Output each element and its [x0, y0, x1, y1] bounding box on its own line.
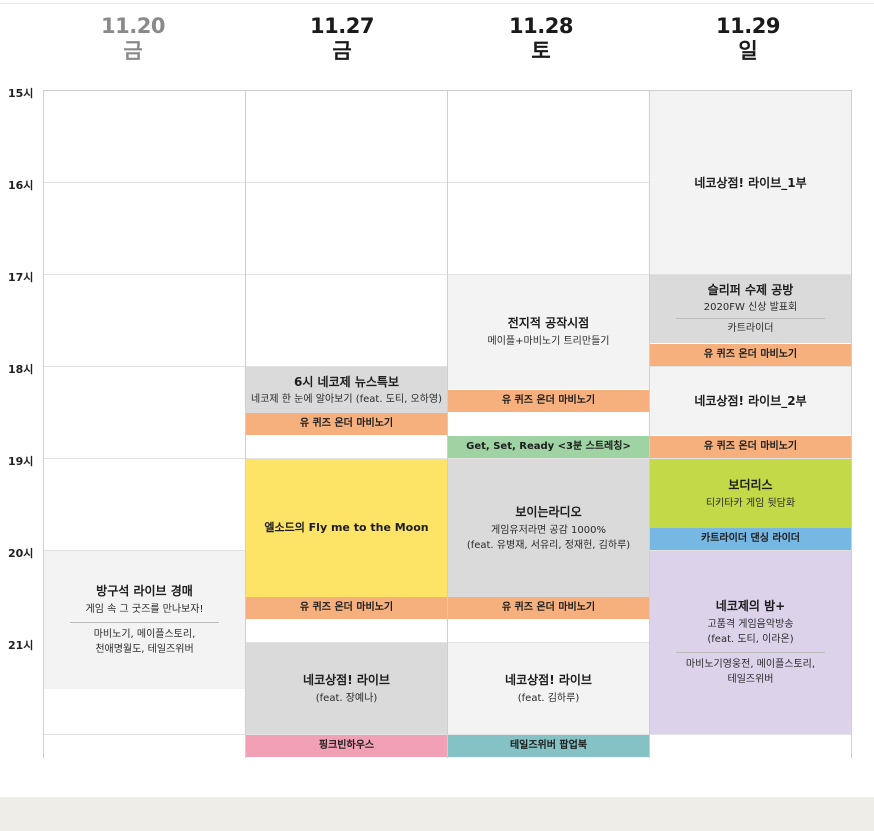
- event-title: 네코제의 밤+: [715, 599, 786, 613]
- day-header-1120[interactable]: 11.20 금: [33, 14, 233, 64]
- grid-column-line: [43, 90, 44, 758]
- event-subtitle: 티키타카 게임 뒷담화: [705, 497, 796, 509]
- event-games: 마비노기, 메이플스토리,: [93, 629, 196, 640]
- event-divider: [676, 652, 825, 653]
- event-title: 테일즈위버 팝업북: [509, 740, 588, 751]
- day-date: 11.28: [509, 14, 573, 38]
- event-title: 방구석 라이브 경매: [96, 584, 193, 598]
- hour-label-16: 16시: [8, 179, 34, 192]
- day-date: 11.29: [716, 14, 780, 38]
- day-date: 11.27: [310, 14, 374, 38]
- hour-label-18: 18시: [8, 363, 34, 376]
- day-weekday: 금: [332, 39, 352, 63]
- event-subtitle: (feat. 장예나): [315, 692, 378, 704]
- day-weekday: 토: [531, 39, 551, 63]
- event-neko-shop-live-1[interactable]: 네코상점! 라이브_1부: [650, 91, 851, 274]
- event-subtitle: 메이플+마비노기 트리만들기: [487, 336, 610, 347]
- grid-column-line: [649, 90, 650, 758]
- hour-label-15: 15시: [8, 87, 34, 100]
- event-title: 카트라이더 댄싱 라이더: [701, 533, 800, 544]
- top-divider: [0, 3, 874, 4]
- event-game: 카트라이더: [727, 323, 774, 334]
- event-divider: [70, 622, 219, 623]
- event-games: 마비노기영웅전, 메이플스토리,: [685, 659, 816, 670]
- event-title: 유 퀴즈 온더 마비노기: [703, 441, 798, 452]
- event-quiz-mabinogi[interactable]: 유 퀴즈 온더 마비노기: [650, 436, 851, 458]
- event-craft-view[interactable]: 전지적 공작시점 메이플+마비노기 트리만들기: [448, 275, 649, 389]
- event-guests: (feat. 도티, 이라온): [707, 634, 794, 645]
- event-title: 유 퀴즈 온더 마비노기: [299, 602, 394, 613]
- event-title: 엘소드의 Fly me to the Moon: [264, 521, 429, 534]
- event-title: 6시 네코제 뉴스특보: [293, 374, 400, 389]
- event-games: 테일즈위버: [727, 674, 774, 685]
- event-games: 천애명월도, 테일즈위버: [95, 644, 194, 655]
- event-title: 핑크빈하우스: [318, 740, 375, 751]
- event-title: 유 퀴즈 온더 마비노기: [299, 418, 394, 429]
- event-talesweaver-popup[interactable]: 테일즈위버 팝업북: [448, 735, 649, 757]
- event-title: 유 퀴즈 온더 마비노기: [703, 349, 798, 360]
- event-neko-night[interactable]: 네코제의 밤+ 고품격 게임음악방송 (feat. 도티, 이라온) 마비노기영…: [650, 551, 851, 734]
- day-header-1127[interactable]: 11.27 금: [242, 14, 442, 64]
- event-visible-radio[interactable]: 보이는라디오 게임유저라면 공감 1000% (feat. 유병재, 서유리, …: [448, 459, 649, 597]
- event-guests: (feat. 유병재, 서유리, 정재헌, 김하루): [466, 539, 631, 551]
- event-subtitle: 네코제 한 눈에 알아보기 (feat. 도티, 오하영): [251, 393, 442, 405]
- day-date: 11.20: [101, 14, 165, 38]
- event-title: 보더리스: [728, 477, 773, 492]
- grid-column-line: [851, 90, 852, 758]
- event-subtitle: 게임유저라면 공감 1000%: [491, 524, 606, 536]
- event-subtitle: 게임 속 그 굿즈를 만나보자!: [85, 604, 204, 615]
- day-header-1129[interactable]: 11.29 일: [648, 14, 848, 64]
- grid-column-line: [447, 90, 448, 758]
- event-title: 슬리퍼 수제 공방: [707, 283, 794, 297]
- event-quiz-mabinogi[interactable]: 유 퀴즈 온더 마비노기: [448, 390, 649, 412]
- event-title: 네코상점! 라이브: [505, 672, 592, 687]
- event-subtitle: (feat. 김하루): [517, 692, 580, 704]
- event-title: 전지적 공작시점: [507, 316, 590, 330]
- bottom-band: [0, 797, 874, 831]
- event-title: 네코상점! 라이브_2부: [694, 394, 807, 408]
- event-live-auction[interactable]: 방구석 라이브 경매 게임 속 그 굿즈를 만나보자! 마비노기, 메이플스토리…: [44, 551, 245, 689]
- event-title: Get, Set, Ready <3분 스트레칭>: [466, 441, 631, 452]
- event-quiz-mabinogi[interactable]: 유 퀴즈 온더 마비노기: [246, 597, 447, 619]
- event-neko-shop-live-2[interactable]: 네코상점! 라이브_2부: [650, 367, 851, 435]
- day-weekday: 금: [123, 39, 143, 63]
- hour-label-19: 19시: [8, 455, 34, 468]
- hour-label-17: 17시: [8, 271, 34, 284]
- event-title: 네코상점! 라이브_1부: [694, 175, 807, 190]
- event-stretching[interactable]: Get, Set, Ready <3분 스트레칭>: [448, 436, 649, 458]
- event-slipper-workshop[interactable]: 슬리퍼 수제 공방 2020FW 신상 발표회 카트라이더: [650, 275, 851, 343]
- event-news-special[interactable]: 6시 네코제 뉴스특보 네코제 한 눈에 알아보기 (feat. 도티, 오하영…: [246, 367, 447, 413]
- event-elsword-fly-me[interactable]: 엘소드의 Fly me to the Moon: [246, 459, 447, 597]
- event-neko-shop-live[interactable]: 네코상점! 라이브 (feat. 장예나): [246, 643, 447, 734]
- event-subtitle: 2020FW 신상 발표회: [703, 302, 798, 313]
- event-title: 네코상점! 라이브: [303, 672, 390, 687]
- event-subtitle: 고품격 게임음악방송: [707, 619, 794, 630]
- event-title: 보이는라디오: [515, 504, 582, 519]
- hour-label-20: 20시: [8, 547, 34, 560]
- event-pinkbean-house[interactable]: 핑크빈하우스: [246, 735, 447, 757]
- event-neko-shop-live[interactable]: 네코상점! 라이브 (feat. 김하루): [448, 643, 649, 734]
- event-kart-dancing-rider[interactable]: 카트라이더 댄싱 라이더: [650, 528, 851, 550]
- day-weekday: 일: [738, 39, 758, 63]
- event-quiz-mabinogi[interactable]: 유 퀴즈 온더 마비노기: [246, 413, 447, 435]
- event-divider: [676, 318, 825, 319]
- event-title: 유 퀴즈 온더 마비노기: [501, 602, 596, 613]
- event-borderlis[interactable]: 보더리스 티키타카 게임 뒷담화: [650, 459, 851, 528]
- day-header-1128[interactable]: 11.28 토: [441, 14, 641, 64]
- grid-column-line: [245, 90, 246, 758]
- event-title: 유 퀴즈 온더 마비노기: [501, 395, 596, 406]
- event-quiz-mabinogi[interactable]: 유 퀴즈 온더 마비노기: [448, 597, 649, 619]
- event-quiz-mabinogi[interactable]: 유 퀴즈 온더 마비노기: [650, 344, 851, 366]
- hour-label-21: 21시: [8, 639, 34, 652]
